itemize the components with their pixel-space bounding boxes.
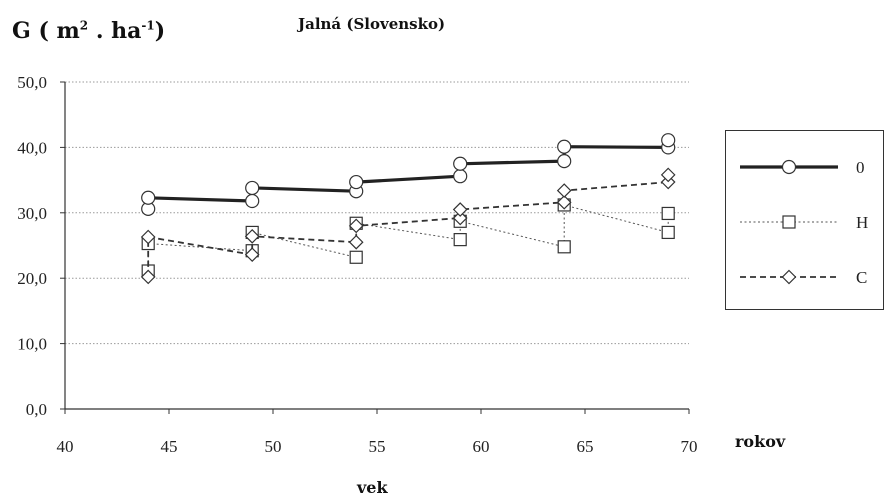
legend-marker-H xyxy=(782,215,796,229)
data-point-H xyxy=(557,240,571,254)
x-axis-title: vek xyxy=(357,478,388,497)
y-tick-label: 50,0 xyxy=(17,73,47,92)
data-point-C xyxy=(452,210,468,226)
data-point-C xyxy=(244,247,260,263)
y-axis-title-sup2: -1 xyxy=(141,18,155,33)
x-tick-label: 45 xyxy=(161,437,178,456)
y-tick-label: 0,0 xyxy=(26,400,47,419)
legend-marker-C xyxy=(781,269,797,285)
data-point-C xyxy=(140,229,156,245)
data-point-C xyxy=(452,202,468,217)
data-point-0 xyxy=(245,193,260,209)
legend-item-C: C xyxy=(740,268,867,287)
chart-title: Jalná (Slovensko) xyxy=(298,15,446,33)
legend-item-0: 0 xyxy=(740,158,865,177)
series-line-0 xyxy=(146,140,670,209)
series-C xyxy=(140,167,676,285)
legend: 0 H C xyxy=(725,130,884,310)
data-point-0 xyxy=(349,174,364,190)
legend-label-H: H xyxy=(856,213,868,232)
data-point-C xyxy=(348,234,364,250)
data-point-0 xyxy=(245,180,260,196)
x-tick-label: 65 xyxy=(577,437,594,456)
legend-item-H: H xyxy=(740,213,868,232)
x-tick-label: 50 xyxy=(265,437,282,456)
data-point-0 xyxy=(661,133,676,148)
data-point-C xyxy=(244,228,260,244)
x-axis-unit: rokov xyxy=(735,432,786,451)
series-layer xyxy=(140,133,676,285)
y-tick-label: 40,0 xyxy=(17,138,47,157)
series-H xyxy=(141,198,675,278)
series-line-C xyxy=(147,174,670,277)
data-point-C xyxy=(660,167,676,183)
series-line-H xyxy=(147,204,669,271)
data-point-H xyxy=(349,250,363,264)
data-point-0 xyxy=(141,190,156,205)
data-point-H xyxy=(661,225,675,240)
y-tick-label: 10,0 xyxy=(17,335,47,354)
data-point-0 xyxy=(557,154,572,169)
x-tick-label: 70 xyxy=(681,437,698,456)
x-tick-label: 40 xyxy=(57,437,74,456)
x-tick-labels: 40 45 50 55 60 65 70 xyxy=(57,437,698,456)
data-point-0 xyxy=(453,169,468,184)
data-point-C xyxy=(556,183,572,198)
y-axis-title: G ( m2 . ha-1) xyxy=(12,18,165,44)
data-point-H xyxy=(661,206,675,221)
data-point-0 xyxy=(453,156,468,171)
series-0 xyxy=(141,133,676,216)
data-point-H xyxy=(453,233,467,247)
y-tick-labels: 0,0 10,0 20,0 30,0 40,0 50,0 xyxy=(17,73,47,419)
legend-marker-0 xyxy=(781,159,797,175)
legend-label-C: C xyxy=(856,268,867,287)
y-axis-title-suffix: ) xyxy=(154,18,166,44)
y-tick-label: 30,0 xyxy=(17,204,47,223)
data-point-0 xyxy=(557,139,572,154)
axes xyxy=(60,81,690,414)
data-point-C xyxy=(556,194,572,210)
y-axis-title-prefix: G ( m xyxy=(12,18,80,44)
x-tick-label: 55 xyxy=(369,437,386,456)
data-point-C xyxy=(348,218,364,234)
gridlines xyxy=(65,81,689,345)
legend-label-0: 0 xyxy=(856,158,865,177)
y-axis-title-sup1: 2 xyxy=(79,18,89,33)
y-axis-title-mid: . ha xyxy=(88,18,142,44)
legend-items: 0 H C xyxy=(740,158,868,287)
y-tick-label: 20,0 xyxy=(17,269,47,288)
data-point-C xyxy=(140,269,156,285)
x-tick-label: 60 xyxy=(473,437,490,456)
